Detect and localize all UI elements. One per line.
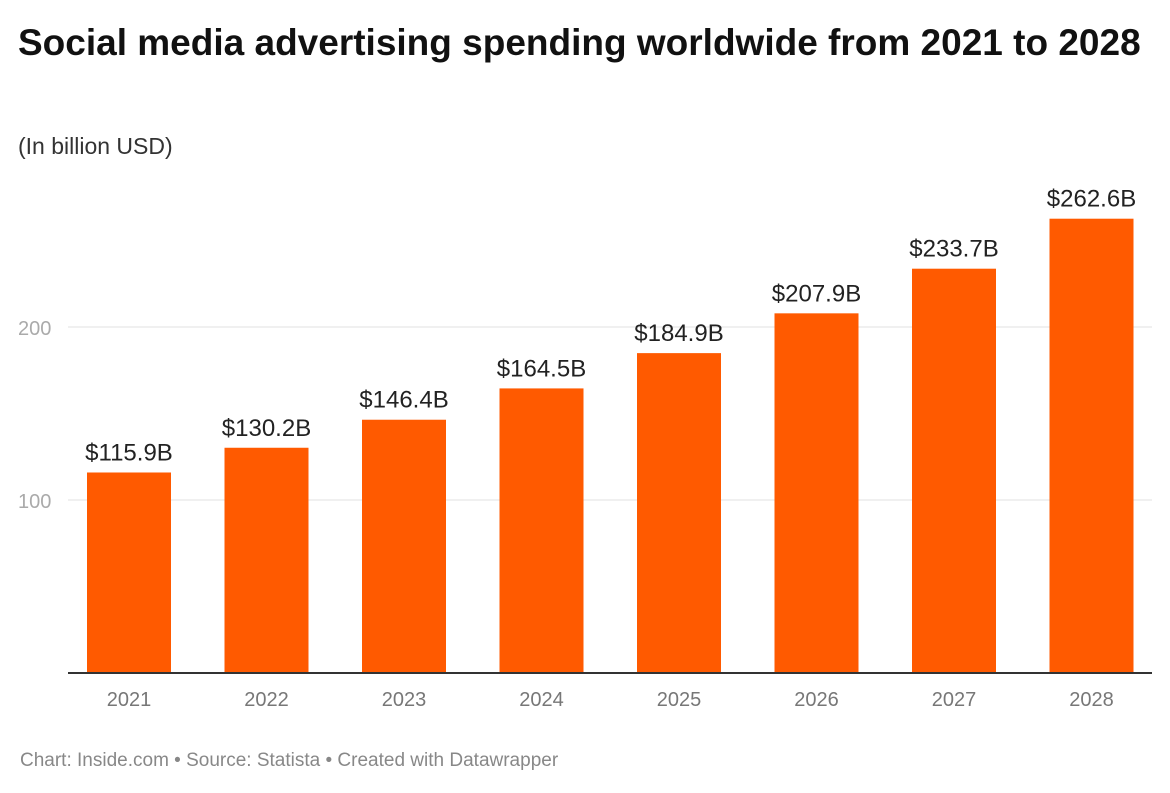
- x-tick-label: 2023: [382, 689, 427, 711]
- data-label: $184.9B: [634, 320, 723, 347]
- chart-footer: Chart: Inside.com • Source: Statista • C…: [20, 750, 559, 771]
- bar: [1049, 218, 1134, 673]
- bar: [362, 419, 446, 673]
- bar: [499, 388, 584, 673]
- y-tick-label: 100: [18, 491, 51, 513]
- data-label: $207.9B: [772, 280, 861, 307]
- bar: [87, 472, 171, 673]
- x-tick-label: 2027: [932, 689, 977, 711]
- chart-title: Social media advertising spending worldw…: [18, 22, 1141, 63]
- data-label: $164.5B: [497, 355, 586, 382]
- x-tick-label: 2021: [107, 689, 152, 711]
- data-label: $233.7B: [909, 236, 998, 263]
- x-tick-label: 2024: [519, 689, 564, 711]
- data-label: $115.9B: [85, 439, 173, 466]
- x-tick-label: 2025: [657, 689, 702, 711]
- data-label: $262.6B: [1047, 186, 1136, 213]
- data-label: $146.4B: [359, 387, 448, 414]
- x-tick-label: 2022: [244, 689, 289, 711]
- bar: [224, 447, 309, 673]
- y-tick-label: 200: [18, 318, 51, 340]
- data-label: $130.2B: [222, 415, 311, 442]
- chart-subtitle: (In billion USD): [18, 133, 173, 159]
- bar: [912, 268, 996, 673]
- bar: [774, 313, 859, 673]
- x-tick-label: 2028: [1069, 689, 1114, 711]
- bar: [637, 353, 721, 673]
- x-tick-label: 2026: [794, 689, 839, 711]
